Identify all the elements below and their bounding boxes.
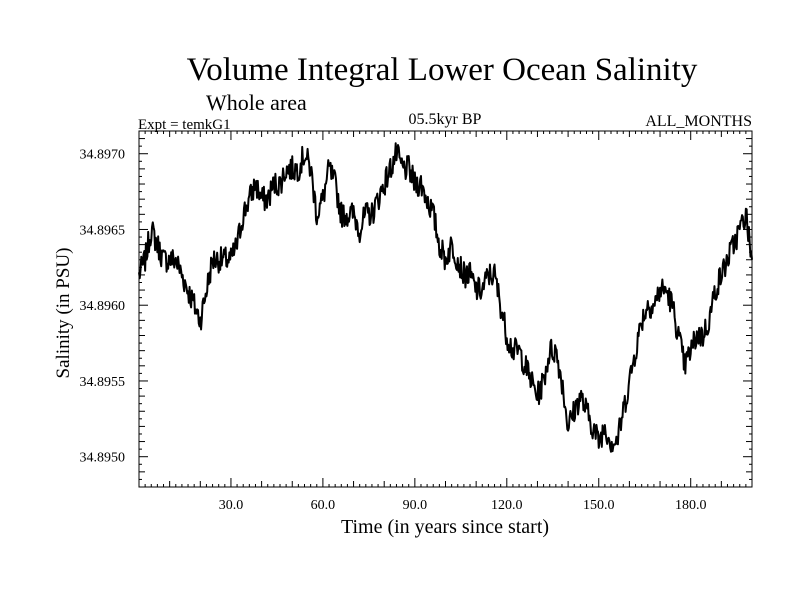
- plot-frame: [138, 130, 753, 488]
- x-tick-label: 90.0: [403, 498, 428, 513]
- x-tick-label: 30.0: [219, 498, 244, 513]
- axis-ticks: [138, 130, 753, 488]
- y-tick-label: 34.8960: [80, 299, 126, 314]
- y-tick-label: 34.8950: [80, 451, 126, 466]
- months-label: ALL_MONTHS: [645, 113, 752, 130]
- series-line-salinity: [138, 142, 753, 453]
- x-tick-label: 120.0: [491, 498, 523, 513]
- experiment-label: Expt = temkG1: [138, 117, 231, 133]
- chart-title: Volume Integral Lower Ocean Salinity: [186, 52, 698, 88]
- period-label: 05.5kyr BP: [408, 111, 482, 128]
- x-tick-label: 150.0: [583, 498, 615, 513]
- chart-subtitle: Whole area: [206, 90, 307, 115]
- y-tick-label: 34.8970: [80, 148, 126, 163]
- y-tick-label: 34.8955: [80, 375, 126, 390]
- tick-labels: 30.0 60.0 90.0 120.0 150.0 180.0 34.8950 34.895…: [80, 148, 707, 513]
- y-tick-label: 34.8965: [80, 223, 126, 238]
- x-tick-label: 180.0: [675, 498, 707, 513]
- x-axis-label: Time (in years since start): [340, 516, 550, 538]
- x-tick-label: 60.0: [311, 498, 336, 513]
